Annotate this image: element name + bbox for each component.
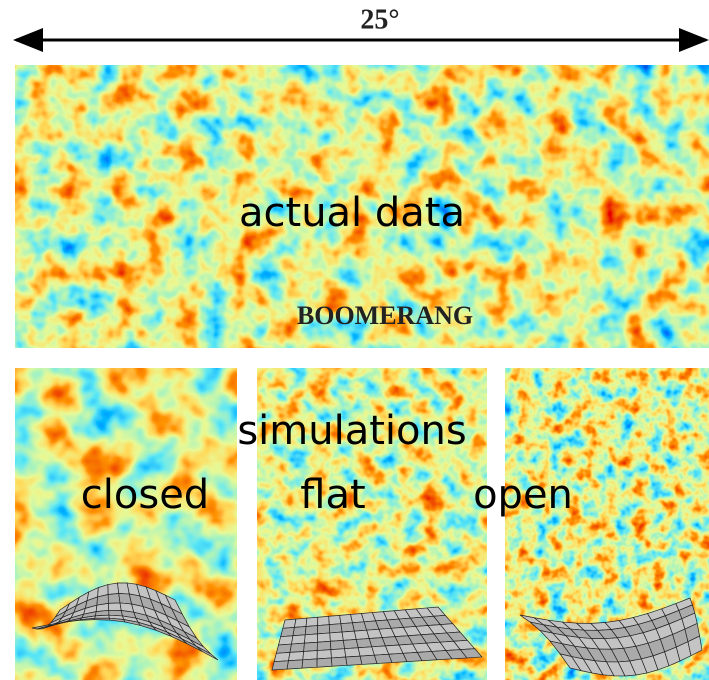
open-label: open bbox=[473, 472, 573, 518]
mesh-part bbox=[93, 617, 110, 621]
experiment-label: BOOMERANG bbox=[297, 301, 473, 330]
mesh-part bbox=[342, 639, 359, 650]
mesh-part bbox=[329, 639, 345, 650]
mesh-part bbox=[286, 659, 304, 670]
mesh-part bbox=[289, 642, 305, 653]
mesh-part bbox=[316, 657, 333, 668]
mesh-part bbox=[273, 652, 291, 663]
mesh-part bbox=[107, 593, 121, 604]
mesh-part bbox=[275, 643, 292, 654]
mesh-part bbox=[687, 635, 703, 657]
mesh-part bbox=[94, 614, 110, 619]
mesh-part bbox=[301, 658, 318, 669]
mesh-part bbox=[108, 602, 122, 611]
flat-label: flat bbox=[300, 472, 365, 518]
mesh-part bbox=[302, 650, 318, 661]
mesh-part bbox=[316, 649, 332, 660]
mesh-part bbox=[294, 617, 308, 628]
mesh-part bbox=[271, 660, 289, 671]
geometry-surfaces bbox=[31, 582, 703, 677]
mesh-part bbox=[107, 582, 120, 595]
mesh-part bbox=[280, 627, 295, 638]
mesh-part bbox=[317, 632, 331, 643]
mesh-part bbox=[291, 634, 306, 645]
mesh-part bbox=[292, 626, 307, 637]
mesh-part bbox=[304, 633, 318, 644]
data-map bbox=[15, 65, 709, 348]
mesh-part bbox=[316, 640, 332, 651]
mesh-part bbox=[359, 654, 378, 665]
mesh-part bbox=[331, 656, 348, 667]
mesh-part bbox=[328, 614, 342, 625]
mesh-part bbox=[304, 625, 319, 636]
mesh-part bbox=[282, 618, 297, 629]
mesh-part bbox=[330, 648, 347, 659]
mesh-part bbox=[328, 623, 343, 634]
simulations-label: simulations bbox=[237, 408, 466, 454]
mesh-part bbox=[303, 641, 318, 652]
data-label: actual data bbox=[239, 190, 465, 236]
mesh-part bbox=[278, 635, 294, 646]
mesh-part bbox=[340, 622, 355, 633]
mesh-part bbox=[329, 631, 344, 642]
mesh-part bbox=[341, 630, 357, 641]
mesh-part bbox=[288, 651, 305, 662]
closed-map bbox=[15, 368, 237, 680]
mesh-part bbox=[317, 615, 330, 626]
mesh-part bbox=[344, 647, 361, 658]
mesh-part bbox=[345, 655, 363, 666]
closed-label: closed bbox=[81, 472, 209, 518]
mesh-part bbox=[305, 616, 319, 627]
mesh-part bbox=[459, 648, 483, 659]
mesh-part bbox=[196, 645, 219, 661]
angle-label: 25° bbox=[360, 4, 399, 35]
mesh-part bbox=[317, 624, 331, 635]
